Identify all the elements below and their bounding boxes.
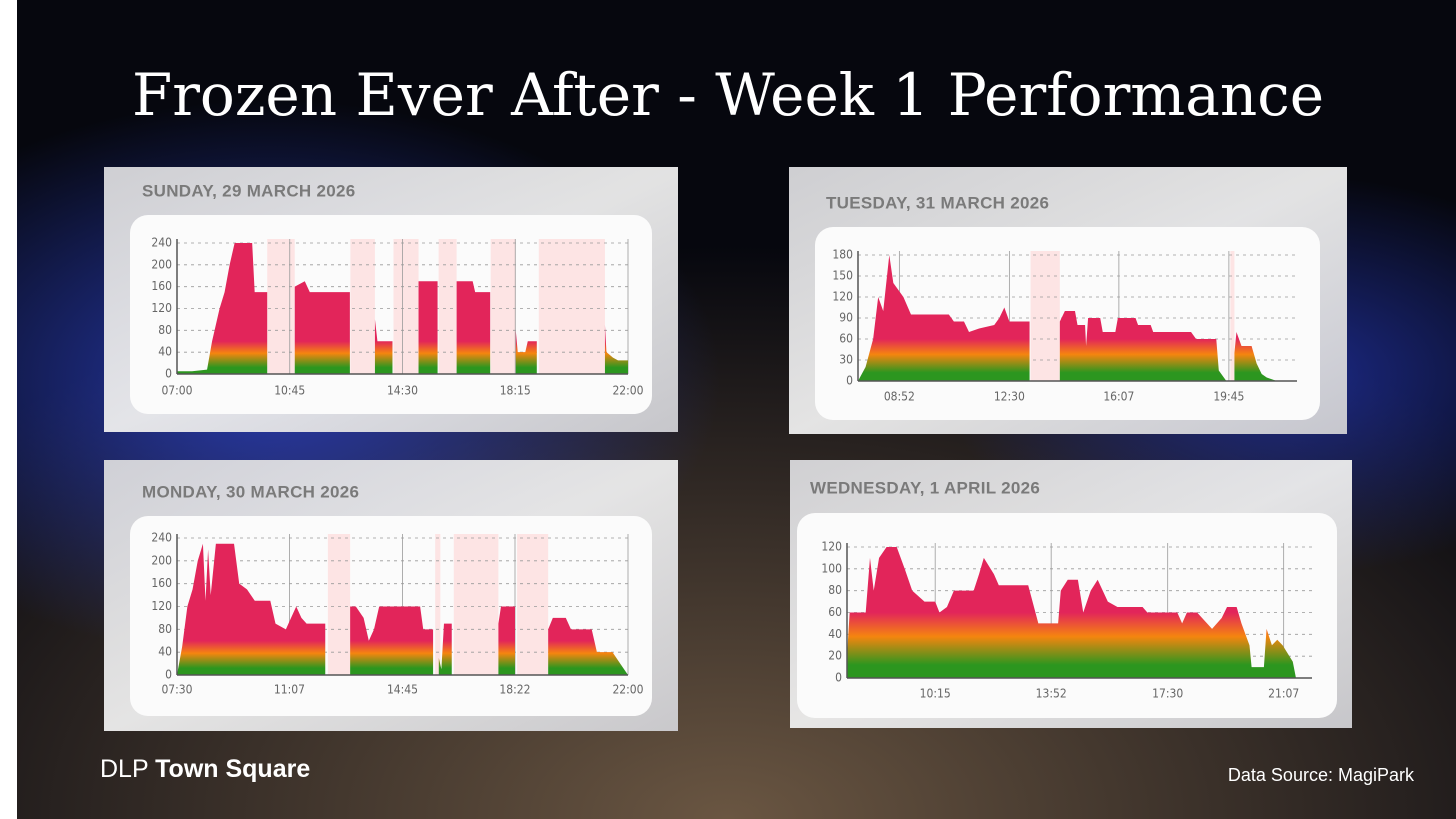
y-tick-label: 80: [158, 323, 172, 337]
y-tick-label: 0: [165, 668, 172, 682]
x-tick-label: 22:00: [612, 683, 643, 697]
y-tick-label: 80: [158, 622, 172, 636]
brand-name: Town Square: [155, 755, 310, 783]
x-tick-label: 14:30: [387, 384, 418, 398]
y-tick-label: 120: [832, 290, 853, 304]
closure-band: [1030, 251, 1060, 381]
closure-band: [267, 239, 295, 374]
chart-title: MONDAY, 30 MARCH 2026: [142, 482, 359, 501]
y-tick-label: 40: [158, 645, 172, 659]
y-tick-label: 120: [151, 599, 172, 613]
closure-band: [393, 239, 419, 374]
y-tick-label: 60: [839, 332, 853, 346]
x-tick-label: 17:30: [1152, 687, 1183, 701]
y-tick-label: 40: [828, 627, 842, 641]
y-tick-label: 180: [832, 248, 853, 262]
x-tick-label: 07:30: [161, 683, 192, 697]
y-tick-label: 80: [828, 583, 842, 597]
y-tick-label: 150: [832, 269, 853, 283]
edge: [0, 0, 17, 819]
area: [858, 255, 1277, 381]
y-tick-label: 200: [151, 553, 172, 567]
y-tick-label: 120: [821, 540, 842, 554]
y-tick-label: 240: [151, 531, 172, 545]
x-tick-label: 13:52: [1036, 687, 1067, 701]
closure-band: [490, 239, 516, 374]
x-tick-label: 19:45: [1213, 390, 1244, 404]
chart-card: MONDAY, 30 MARCH 2026 0 40 80 120 160 200 240 07…: [104, 460, 678, 731]
area: [177, 543, 628, 675]
brand-prefix: DLP: [100, 755, 148, 783]
x-tick-label: 18:22: [499, 683, 530, 697]
x-tick-label: 10:45: [274, 384, 305, 398]
chart-title: TUESDAY, 31 MARCH 2026: [826, 193, 1049, 212]
source: Data Source: MagiPark: [1228, 765, 1415, 785]
y-tick-label: 160: [151, 279, 172, 293]
chart-card: SUNDAY, 29 MARCH 2026 0 40 80 120 160 200 240 07…: [104, 167, 678, 432]
closure-band: [538, 239, 605, 374]
y-tick-label: 240: [151, 236, 172, 250]
x-tick-label: 10:15: [920, 687, 951, 701]
slide-title: Frozen Ever After - Week 1 Performance: [132, 61, 1324, 129]
y-tick-label: 0: [846, 374, 853, 388]
closure-band: [350, 239, 375, 374]
chart-card: TUESDAY, 31 MARCH 2026 0 30 60 90 120 150 180 08…: [789, 167, 1347, 434]
closure-band: [435, 534, 441, 675]
chart-title: WEDNESDAY, 1 APRIL 2026: [810, 478, 1040, 497]
x-tick-label: 07:00: [161, 384, 192, 398]
closure-band: [517, 534, 549, 675]
y-tick-label: 160: [151, 576, 172, 590]
y-tick-label: 120: [151, 301, 172, 315]
x-tick-label: 08:52: [884, 390, 915, 404]
y-tick-label: 90: [839, 311, 853, 325]
y-tick-label: 20: [828, 649, 842, 663]
y-tick-label: 40: [158, 345, 172, 359]
y-tick-label: 30: [839, 353, 853, 367]
y-tick-label: 200: [151, 257, 172, 271]
area: [847, 547, 1296, 678]
y-tick-label: 0: [835, 671, 842, 685]
x-tick-label: 12:30: [994, 390, 1025, 404]
closure-band: [327, 534, 351, 675]
x-tick-label: 11:07: [274, 683, 305, 697]
charts: SUNDAY, 29 MARCH 20260408012016020024007…: [104, 167, 1352, 731]
area: [177, 243, 628, 374]
closure-band: [453, 534, 499, 675]
brand: DLP Town Square: [100, 755, 310, 783]
x-tick-label: 16:07: [1103, 390, 1134, 404]
y-tick-label: 0: [165, 367, 172, 381]
closure-band: [1230, 251, 1235, 381]
closure-band: [438, 239, 457, 374]
chart-card: WEDNESDAY, 1 APRIL 2026 0 20 40 60 80 100 120 10…: [790, 460, 1352, 728]
x-tick-label: 14:45: [387, 683, 418, 697]
x-tick-label: 21:07: [1268, 687, 1299, 701]
y-tick-label: 60: [828, 605, 842, 619]
y-tick-label: 100: [821, 561, 842, 575]
x-tick-label: 22:00: [612, 384, 643, 398]
chart-title: SUNDAY, 29 MARCH 2026: [142, 181, 356, 200]
x-tick-label: 18:15: [500, 384, 531, 398]
